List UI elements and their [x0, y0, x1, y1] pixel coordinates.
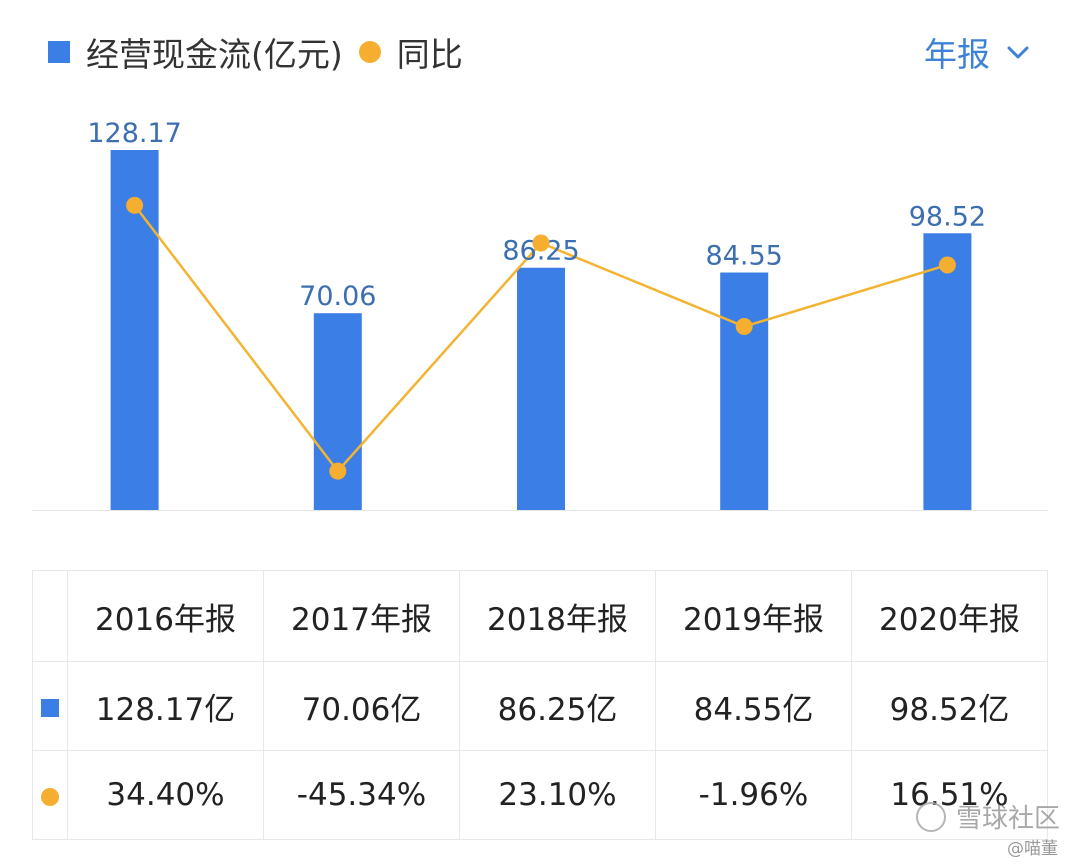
bar-legend-marker: [48, 41, 70, 63]
table-row-yoy: 34.40% -45.34% 23.10% -1.96% 16.51%: [32, 750, 1048, 840]
chevron-down-icon: [1007, 46, 1029, 59]
bar: [720, 272, 769, 510]
table-cell: -45.34%: [263, 750, 460, 840]
period-selector-label: 年报: [924, 35, 990, 74]
table-row-marker: [32, 661, 68, 751]
yoy-point: [532, 234, 550, 252]
table-cell: 86.25亿: [459, 661, 656, 751]
period-selector[interactable]: 年报: [924, 28, 1032, 76]
watermark: 雪球社区: [915, 798, 1060, 835]
bar: [923, 233, 972, 510]
line-legend-label: 同比: [396, 35, 463, 74]
line-legend-marker: [358, 41, 381, 63]
watermark-handle: @喵董: [1007, 839, 1058, 859]
bar-value-label: 70.06: [299, 281, 376, 312]
table-header-cell: 2018年报: [459, 570, 656, 662]
bar: [517, 267, 565, 510]
table-header-cell: 2019年报: [655, 570, 852, 662]
table-header-row: 2016年报 2017年报 2018年报 2019年报 2020年报: [32, 570, 1048, 662]
watermark-logo-icon: [915, 801, 946, 832]
yoy-point: [938, 256, 956, 274]
yoy-point: [329, 462, 347, 480]
bar-value-label: 84.55: [706, 241, 783, 272]
table-cell: 34.40%: [67, 750, 264, 840]
table-cell: 16.51%: [851, 750, 1048, 840]
data-table: 2016年报 2017年报 2018年报 2019年报 2020年报 128.1…: [32, 570, 1048, 840]
chart-legend: 经营现金流(亿元) 同比: [48, 28, 463, 76]
table-row-cash-flow: 128.17亿 70.06亿 86.25亿 84.55亿 98.52亿: [32, 661, 1048, 751]
bar-series-marker: [41, 698, 59, 717]
table-cell: 84.55亿: [655, 661, 852, 751]
table-cell: 128.17亿: [67, 661, 264, 751]
yoy-point: [126, 196, 144, 214]
table-header-cell: 2020年报: [851, 570, 1048, 662]
table-cell: 23.10%: [459, 750, 656, 840]
line-series-marker: [41, 787, 59, 806]
table-cell: -1.96%: [655, 750, 852, 840]
bar-legend-label: 经营现金流(亿元): [86, 35, 343, 74]
bar: [313, 313, 362, 510]
yoy-point: [735, 318, 753, 336]
bar-value-label: 128.17: [87, 118, 181, 149]
table-header-cell: 2016年报: [67, 570, 264, 662]
table-header-cell: 2017年报: [263, 570, 460, 662]
table-cell: 98.52亿: [851, 661, 1048, 751]
table-row-marker: [32, 750, 68, 840]
watermark-text: 雪球社区: [955, 804, 1060, 834]
table-cell: 70.06亿: [263, 661, 460, 751]
bar-value-label: 98.52: [909, 201, 986, 232]
table-corner-cell: [32, 570, 68, 662]
